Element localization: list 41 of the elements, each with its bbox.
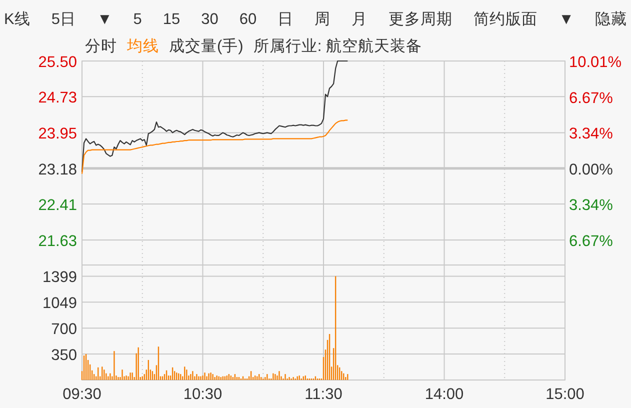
x-tick-label: 09:30 [62, 386, 102, 403]
text: ▼ [558, 11, 574, 28]
text: 分时 [85, 37, 117, 55]
x-tick-label: 15:00 [546, 386, 585, 403]
x-tick-label: 14:00 [424, 386, 464, 403]
text: 5 [133, 11, 142, 28]
y2-tick-label: 0.00% [569, 161, 614, 178]
y-tick-label: 23.95 [38, 126, 77, 143]
text: 月 [352, 11, 368, 28]
line-series [81, 120, 348, 174]
y-tick-label: 24.73 [38, 90, 77, 107]
y-tick-label: 21.63 [38, 233, 77, 250]
x-tick-label: 10:30 [183, 386, 223, 403]
text: 30 [201, 11, 219, 28]
y2-tick-label: 6.67% [569, 90, 614, 107]
y2-tick-label: 3.34% [569, 126, 614, 142]
text: 均线 [126, 37, 159, 55]
x-tick-label: 11:30 [304, 386, 343, 403]
text: 60 [239, 11, 258, 28]
y-tick-label: 23.18 [38, 161, 77, 178]
y-tick-label: 1399 [42, 269, 77, 286]
y-tick-label: 350 [51, 347, 78, 364]
text: 更多周期 [388, 10, 453, 28]
text: 成交量(手) [169, 37, 244, 55]
y2-tick-label: 3.34% [569, 197, 614, 214]
text: ▼ [96, 11, 112, 28]
text: 所属行业: 航空航天装备 [253, 37, 422, 55]
y-tick-label: 1049 [42, 295, 77, 312]
text: K线 [4, 10, 30, 28]
text: 15 [162, 11, 180, 28]
y-tick-label: 700 [51, 321, 78, 338]
text: 5日 [51, 11, 76, 28]
y-tick-label: 25.50 [38, 54, 78, 71]
text: 周 [314, 11, 331, 28]
y-tick-label: 22.41 [38, 196, 77, 214]
y2-tick-label: 6.67% [569, 232, 614, 250]
text: 简约版面 [474, 11, 538, 28]
text: 日 [278, 11, 294, 28]
y2-tick-label: 10.01% [569, 54, 622, 71]
line-series [81, 60, 348, 173]
text: 隐藏 [595, 10, 627, 28]
